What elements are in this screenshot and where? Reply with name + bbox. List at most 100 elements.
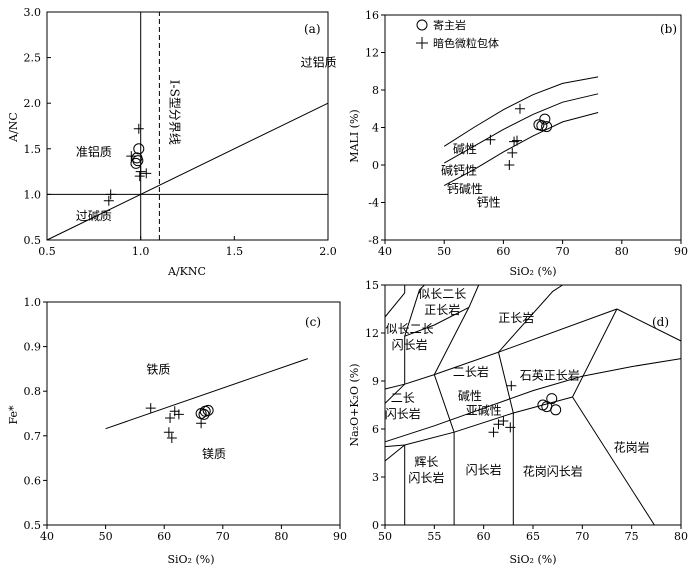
plot-frame bbox=[384, 14, 682, 241]
x-tick-label: 40 bbox=[378, 245, 392, 258]
x-tick-label: 80 bbox=[274, 530, 288, 543]
panel-d-ylabel: Na₂O+K₂O (%) bbox=[348, 363, 361, 446]
field-label: 过铝质 bbox=[301, 55, 337, 70]
panel-c-xlabel: SiO₂ (%) bbox=[167, 553, 214, 566]
enclave-point bbox=[514, 103, 525, 114]
panel-a-ylabel: A/NC bbox=[7, 112, 20, 143]
enclave-point bbox=[133, 123, 144, 134]
y-tick-label: 0.8 bbox=[24, 385, 42, 398]
y-tick-label: -8 bbox=[368, 234, 379, 247]
y-tick-label: 9 bbox=[372, 375, 379, 388]
classification-boundary bbox=[384, 285, 406, 318]
classification-boundary bbox=[616, 308, 682, 342]
enclave-point bbox=[145, 403, 156, 414]
panel-d-x-ticks: 50 55 60 65 70 75 80 bbox=[378, 525, 688, 543]
panel-b-y-ticks: -8 -4 0 4 8 12 16 bbox=[365, 9, 385, 247]
y-tick-label: 0.9 bbox=[24, 341, 42, 354]
enclave-point bbox=[166, 433, 177, 444]
field-label: 二长 bbox=[391, 391, 415, 405]
field-label: 钙性 bbox=[477, 195, 501, 209]
legend-enclave-label: 暗色微粒包体 bbox=[433, 36, 499, 50]
y-tick-label: 4 bbox=[372, 122, 379, 135]
panel-c-lines bbox=[46, 301, 341, 526]
x-tick-label: 50 bbox=[437, 245, 451, 258]
enclave-point bbox=[126, 151, 137, 162]
y-tick-label: 0 bbox=[372, 519, 379, 532]
classification-boundary bbox=[572, 308, 618, 398]
host-rock-point bbox=[198, 408, 210, 420]
plot-frame bbox=[46, 11, 329, 241]
host-rock-point bbox=[133, 143, 145, 155]
x-tick-label: 70 bbox=[556, 245, 570, 258]
x-tick-label: 50 bbox=[99, 530, 113, 543]
classification-boundary bbox=[572, 396, 655, 526]
y-tick-label: -4 bbox=[368, 197, 379, 210]
y-tick-label: 2.0 bbox=[24, 97, 42, 110]
field-label: 似长二长 bbox=[386, 322, 434, 336]
classification-boundary bbox=[498, 308, 618, 353]
enclave-point bbox=[173, 409, 184, 420]
field-label: 钙碱性 bbox=[447, 182, 483, 196]
host-rock-point bbox=[539, 113, 551, 125]
panel-c-markers bbox=[145, 403, 214, 444]
panel-b-legend: 寄主岩 暗色微粒包体 bbox=[416, 18, 499, 50]
enclave-point bbox=[498, 416, 509, 426]
calc-alkalic-calcic-boundary bbox=[443, 112, 599, 187]
field-label: 似长二长 bbox=[418, 287, 466, 301]
y-tick-label: 0.5 bbox=[24, 519, 42, 532]
enclave-point bbox=[103, 195, 114, 206]
host-rock-point bbox=[132, 155, 144, 167]
host-rock-point bbox=[536, 120, 548, 132]
enclave-point bbox=[165, 412, 176, 423]
x-tick-label: 80 bbox=[615, 245, 629, 258]
x-tick-label: 70 bbox=[575, 530, 589, 543]
x-tick-label: 90 bbox=[333, 530, 347, 543]
host-rock-point bbox=[546, 393, 558, 405]
alkalic-alkali-calcic-boundary bbox=[443, 76, 599, 147]
y-tick-label: 12 bbox=[365, 47, 379, 60]
y-tick-label: 8 bbox=[372, 84, 379, 97]
field-label: 花岗岩 bbox=[614, 439, 650, 454]
field-label: 辉长 bbox=[414, 455, 438, 469]
field-label: 闪长岩 bbox=[392, 337, 428, 352]
panel-d-y-ticks: 0 3 6 9 12 15 bbox=[365, 279, 385, 532]
y-tick-label: 6 bbox=[372, 423, 379, 436]
plot-frame bbox=[46, 301, 341, 526]
field-label: 石英正长岩 bbox=[520, 367, 580, 382]
panel-a-x-ticks: 0.5 1.0 1.5 2.0 bbox=[38, 236, 337, 258]
panel-b-lines bbox=[384, 14, 682, 241]
y-tick-label: 0.6 bbox=[24, 474, 42, 487]
x-tick-label: 2.0 bbox=[319, 245, 337, 258]
panel-a: 0.5 1.0 1.5 2.0 0.5 1.0 1.5 2.0 2.5 3.0 过铝质准铝质过碱… bbox=[7, 6, 337, 278]
x-tick-label: 80 bbox=[674, 530, 688, 543]
x-tick-label: 1.0 bbox=[132, 245, 150, 258]
y-tick-label: 12 bbox=[365, 327, 379, 340]
panel-b-label: (b) bbox=[660, 22, 677, 36]
enclave-point bbox=[488, 427, 499, 438]
field-label: 正长岩 bbox=[424, 302, 460, 317]
field-label: 铁质 bbox=[146, 362, 170, 376]
classification-boundary bbox=[384, 444, 406, 462]
y-tick-label: 15 bbox=[365, 279, 379, 292]
x-tick-label: 60 bbox=[157, 530, 171, 543]
panel-d-xlabel: SiO₂ (%) bbox=[509, 553, 556, 566]
panel-a-boundary-label: I-S型分界线 bbox=[168, 80, 182, 145]
ferroan-magnesian-boundary bbox=[105, 358, 308, 430]
x-tick-label: 60 bbox=[496, 245, 510, 258]
enclave-point bbox=[512, 135, 523, 146]
field-label: 闪长岩 bbox=[385, 406, 421, 421]
panel-b-markers bbox=[485, 103, 553, 170]
y-tick-label: 1.0 bbox=[24, 296, 42, 309]
field-label: 亚碱性 bbox=[466, 404, 502, 418]
enclave-point bbox=[509, 136, 520, 147]
alkaline-subalkaline-curve bbox=[384, 358, 682, 443]
x-tick-label: 0.5 bbox=[38, 245, 56, 258]
field-label: 闪长岩 bbox=[466, 462, 502, 477]
